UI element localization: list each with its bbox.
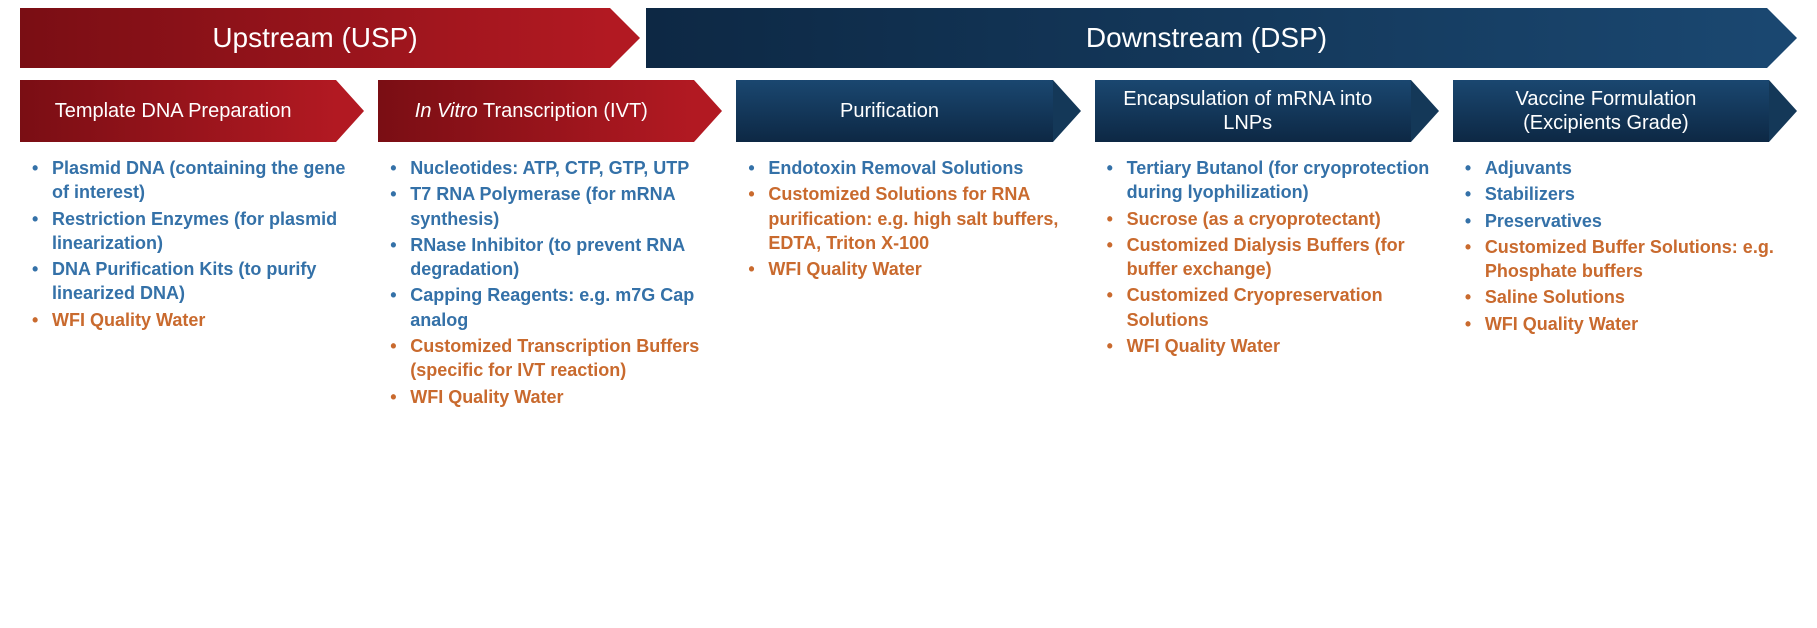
stage-arrow-ivt: In Vitro Transcription (IVT) [378, 80, 694, 142]
stage-title: Vaccine Formulation (Excipients Grade) [1473, 87, 1739, 135]
list-item: WFI Quality Water [1103, 334, 1439, 358]
stage-arrow-encapsulation: Encapsulation of mRNA into LNPs [1095, 80, 1411, 142]
list-item: Sucrose (as a cryoprotectant) [1103, 207, 1439, 231]
list-item: Nucleotides: ATP, CTP, GTP, UTP [386, 156, 722, 180]
stage-formulation: Vaccine Formulation (Excipients Grade) Ad… [1453, 80, 1797, 411]
stage-title: In Vitro Transcription (IVT) [415, 99, 648, 123]
stage-arrow-purification: Purification [736, 80, 1052, 142]
list-item: Customized Cryopreservation Solutions [1103, 283, 1439, 332]
process-stages-row: Template DNA Preparation Plasmid DNA (con… [20, 80, 1797, 411]
list-item: Plasmid DNA (containing the gene of inte… [28, 156, 364, 205]
list-item: WFI Quality Water [386, 385, 722, 409]
upstream-arrow: Upstream (USP) [20, 8, 610, 68]
list-item: WFI Quality Water [1461, 312, 1797, 336]
stage-purification: Purification Endotoxin Removal SolutionsC… [736, 80, 1080, 411]
stage-encapsulation: Encapsulation of mRNA into LNPs Tertiary … [1095, 80, 1439, 411]
list-item: Preservatives [1461, 209, 1797, 233]
upstream-label: Upstream (USP) [212, 22, 417, 54]
list-item: T7 RNA Polymerase (for mRNA synthesis) [386, 182, 722, 231]
stage-arrow-template-dna: Template DNA Preparation [20, 80, 336, 142]
list-item: Customized Buffer Solutions: e.g. Phosph… [1461, 235, 1797, 284]
stage-ivt: In Vitro Transcription (IVT) Nucleotides:… [378, 80, 722, 411]
list-item: Capping Reagents: e.g. m7G Cap analog [386, 283, 722, 332]
stage-arrow-formulation: Vaccine Formulation (Excipients Grade) [1453, 80, 1769, 142]
list-item: Customized Solutions for RNA purificatio… [744, 182, 1080, 255]
list-item: Restriction Enzymes (for plasmid lineari… [28, 207, 364, 256]
list-item: Stabilizers [1461, 182, 1797, 206]
list-item: Tertiary Butanol (for cryoprotection dur… [1103, 156, 1439, 205]
list-item: Adjuvants [1461, 156, 1797, 180]
downstream-arrow: Downstream (DSP) [646, 8, 1767, 68]
list-item: WFI Quality Water [28, 308, 364, 332]
list-item: Customized Dialysis Buffers (for buffer … [1103, 233, 1439, 282]
stage-title: Encapsulation of mRNA into LNPs [1115, 87, 1381, 135]
list-item: Customized Transcription Buffers (specif… [386, 334, 722, 383]
stage-items: AdjuvantsStabilizers PreservativesCustomi… [1453, 156, 1797, 338]
stage-title: Template DNA Preparation [55, 99, 292, 123]
stage-items: Nucleotides: ATP, CTP, GTP, UTPT7 RNA Po… [378, 156, 722, 411]
stage-template-dna: Template DNA Preparation Plasmid DNA (con… [20, 80, 364, 411]
list-item: WFI Quality Water [744, 257, 1080, 281]
list-item: Saline Solutions [1461, 285, 1797, 309]
list-item: RNase Inhibitor (to prevent RNA degradat… [386, 233, 722, 282]
stage-items: Tertiary Butanol (for cryoprotection dur… [1095, 156, 1439, 360]
process-header-row: Upstream (USP) Downstream (DSP) [20, 8, 1797, 68]
list-item: DNA Purification Kits (to purify lineari… [28, 257, 364, 306]
stage-title: Purification [840, 99, 939, 123]
downstream-label: Downstream (DSP) [1086, 22, 1327, 54]
stage-items: Plasmid DNA (containing the gene of inte… [20, 156, 364, 334]
stage-items: Endotoxin Removal SolutionsCustomized So… [736, 156, 1080, 283]
list-item: Endotoxin Removal Solutions [744, 156, 1080, 180]
